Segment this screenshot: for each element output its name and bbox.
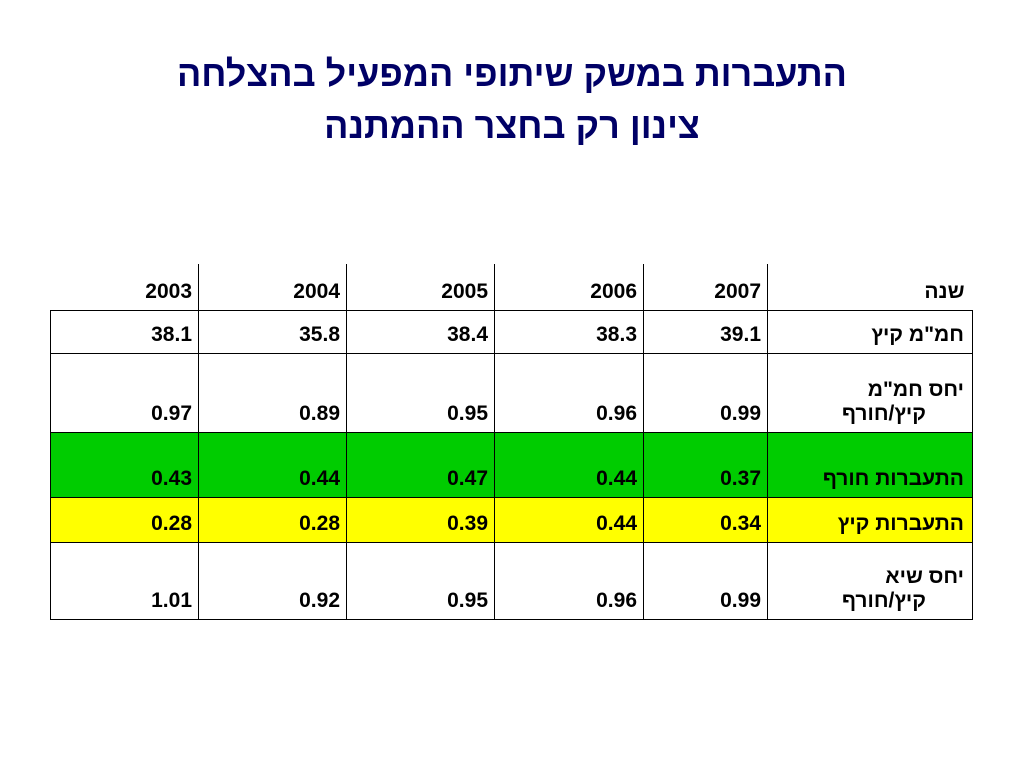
value-cell: 0.95 — [346, 353, 495, 433]
year-cell: 2003 — [50, 264, 199, 311]
value-cell: 38.4 — [346, 310, 495, 354]
page-title: התעברות במשק שיתופי המפעיל בהצלחה — [176, 53, 848, 94]
year-cell: 2007 — [643, 264, 768, 311]
value-cell: 38.3 — [494, 310, 644, 354]
row-label-text: התעברות קיץ — [837, 512, 964, 535]
year-cell: 2004 — [198, 264, 347, 311]
row-label-text: קיץ/חורף — [841, 402, 926, 425]
value-cell: 0.47 — [346, 432, 495, 498]
row-label: יחס שיא קיץ/חורף — [767, 542, 973, 620]
table-header-row: 2003 2004 2005 2006 2007 שנה — [50, 264, 973, 311]
data-table: 2003 2004 2005 2006 2007 שנה 38.1 35.8 3… — [50, 264, 973, 620]
row-label: התעברות קיץ — [767, 497, 973, 543]
row-label: התעברות חורף — [767, 432, 973, 498]
table-row: 0.28 0.28 0.39 0.44 0.34 התעברות קיץ — [50, 497, 973, 543]
table-row: 38.1 35.8 38.4 38.3 39.1 חמ"מ קיץ — [50, 310, 973, 354]
row-label: יחס חמ"מ קיץ/חורף — [767, 353, 973, 433]
row-label-text: קיץ/חורף — [841, 589, 926, 612]
value-cell: 0.99 — [643, 353, 768, 433]
table-row: 0.97 0.89 0.95 0.96 0.99 יחס חמ"מ קיץ/חו… — [50, 353, 973, 433]
value-cell: 0.95 — [346, 542, 495, 620]
value-cell: 0.34 — [643, 497, 768, 543]
row-label-text: יחס שיא — [885, 565, 964, 588]
value-cell: 0.97 — [50, 353, 199, 433]
value-cell: 0.43 — [50, 432, 199, 498]
row-label-text: יחס חמ"מ — [867, 378, 964, 401]
value-cell: 0.44 — [494, 497, 644, 543]
row-label: שנה — [767, 264, 973, 311]
row-label-text: התעברות חורף — [822, 467, 964, 490]
year-cell: 2005 — [346, 264, 495, 311]
value-cell: 0.28 — [50, 497, 199, 543]
row-label: חמ"מ קיץ — [767, 310, 973, 354]
value-cell: 0.99 — [643, 542, 768, 620]
page-subtitle: צינון רק בחצר ההמתנה — [324, 105, 700, 146]
value-cell: 39.1 — [643, 310, 768, 354]
row-label-text: חמ"מ קיץ — [871, 323, 964, 346]
value-cell: 1.01 — [50, 542, 199, 620]
value-cell: 0.96 — [494, 353, 644, 433]
value-cell: 35.8 — [198, 310, 347, 354]
value-cell: 0.44 — [494, 432, 644, 498]
value-cell: 0.89 — [198, 353, 347, 433]
value-cell: 0.39 — [346, 497, 495, 543]
table-row: 1.01 0.92 0.95 0.96 0.99 יחס שיא קיץ/חור… — [50, 542, 973, 620]
year-cell: 2006 — [494, 264, 644, 311]
value-cell: 0.44 — [198, 432, 347, 498]
value-cell: 0.92 — [198, 542, 347, 620]
value-cell: 0.96 — [494, 542, 644, 620]
value-cell: 38.1 — [50, 310, 199, 354]
value-cell: 0.28 — [198, 497, 347, 543]
value-cell: 0.37 — [643, 432, 768, 498]
table-row: 0.43 0.44 0.47 0.44 0.37 התעברות חורף — [50, 432, 973, 498]
